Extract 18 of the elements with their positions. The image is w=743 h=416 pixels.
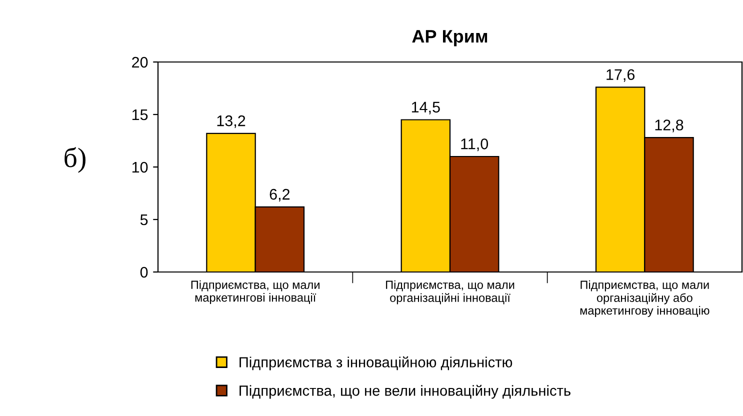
data-label: 14,5 (412, 102, 440, 114)
data-label: 6,2 (270, 188, 290, 202)
x-tick-label: Підприємства, що мали маркетингові інновації (191, 280, 320, 304)
data-label: 17,6 (606, 69, 635, 82)
y-tick-label: 15 (132, 110, 148, 120)
data-label: 11,0 (461, 138, 488, 152)
chart-title: АР Крим (412, 30, 488, 46)
y-tick-label: 0 (140, 266, 148, 278)
y-tick-label: 10 (132, 162, 148, 173)
x-tick-label: Підприємства, що мали організаційну або маркетингову інновацію (580, 280, 710, 318)
x-tick-label: Підприємства, що мали організаційні інновації (386, 280, 514, 304)
data-label: 12,8 (655, 120, 684, 132)
data-label: 13,2 (217, 115, 246, 128)
legend-label: Підприємства, що не вели інноваційну діяльність (240, 384, 570, 399)
legend-label: Підприємства з інноваційною діяльністю (240, 356, 512, 370)
y-tick-label: 5 (140, 214, 148, 226)
text: б) (64, 147, 86, 173)
y-tick-label: 20 (132, 56, 148, 68)
